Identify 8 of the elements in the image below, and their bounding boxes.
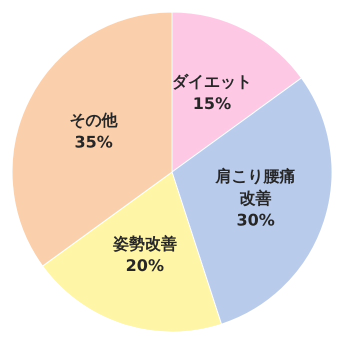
slice-label: 肩こり腰痛改善	[214, 166, 296, 208]
slice-label: 姿勢改善	[112, 234, 177, 254]
slice-label: その他	[70, 110, 119, 130]
data-label: 15%	[192, 94, 232, 113]
data-label: 30%	[236, 210, 275, 230]
data-label: 35%	[74, 132, 113, 152]
data-label: 20%	[126, 256, 164, 276]
slice-label: ダイエット	[172, 72, 252, 91]
